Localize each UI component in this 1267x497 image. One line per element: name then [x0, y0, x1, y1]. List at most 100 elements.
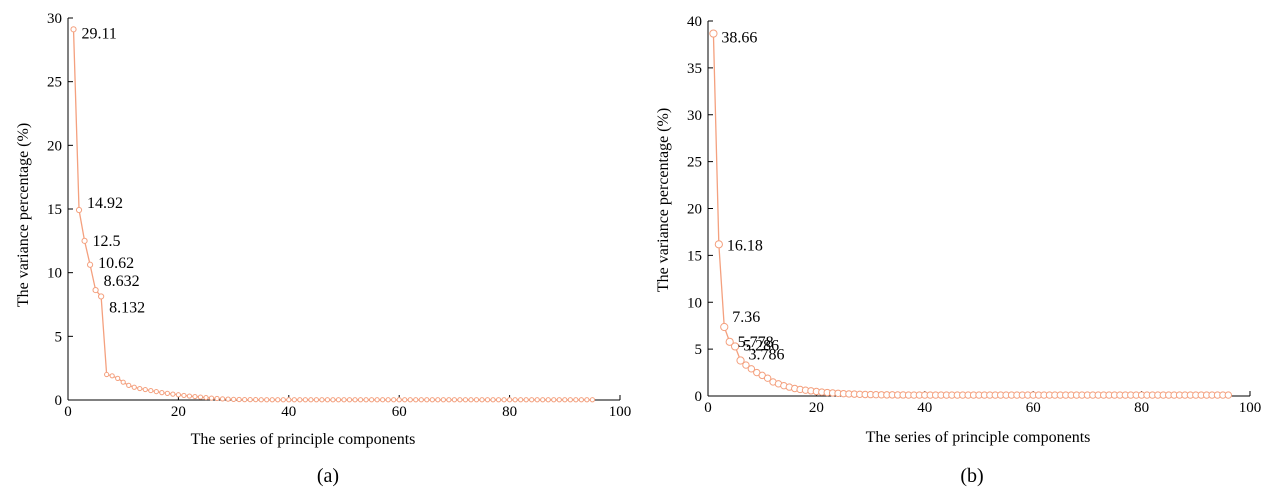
data-point-a	[380, 397, 386, 403]
data-point-b	[725, 337, 734, 346]
data-point-a	[275, 397, 281, 403]
data-point-a	[214, 395, 220, 402]
y-tick-label-b: 0	[695, 389, 703, 405]
y-tick-label-b: 20	[687, 202, 702, 218]
y-tick-label-a: 20	[47, 138, 62, 154]
data-point-b	[763, 374, 772, 382]
data-point-b	[742, 361, 750, 369]
data-point-a	[457, 397, 463, 403]
data-point-a	[534, 397, 540, 403]
data-point-a	[363, 397, 369, 403]
data-label-a: 8.132	[109, 299, 145, 316]
y-tick-label-b: 5	[695, 342, 703, 358]
data-label-b: 5.286	[743, 337, 779, 354]
x-tick-label-a: 80	[502, 404, 517, 420]
data-point-a	[92, 286, 99, 294]
x-tick-label-a: 20	[171, 404, 186, 420]
data-point-a	[529, 397, 535, 403]
data-point-a	[451, 397, 457, 403]
data-point-a	[159, 390, 165, 396]
x-tick-label-b: 40	[917, 400, 932, 416]
series-line-b	[712, 33, 1229, 396]
data-point-a	[418, 397, 424, 403]
data-point-a	[236, 396, 242, 403]
data-point-a	[407, 397, 413, 403]
chart-panel-b: 0 20 40 60 80 100 0 5 10 15 20 25 30 35 40 38.66 16.18 7…	[655, 14, 1261, 487]
x-tick-label-b: 0	[704, 400, 712, 416]
data-point-a	[142, 386, 148, 393]
data-point-a	[137, 385, 143, 392]
data-label-b: 3.786	[749, 347, 785, 364]
x-tick-label-b: 20	[809, 400, 824, 416]
data-point-a	[264, 397, 270, 403]
data-point-a	[424, 397, 430, 403]
series-line-a	[72, 29, 593, 401]
data-point-a	[86, 261, 94, 268]
data-point-a	[352, 397, 358, 403]
data-label-a: 14.92	[87, 195, 123, 212]
data-point-a	[567, 397, 573, 403]
data-point-a	[479, 397, 485, 403]
chart-panel-a: 0 20 40 60 80 100 0 5 10 15 20 25 30 29.11 14.92 12.5 1…	[15, 11, 631, 487]
data-point-a	[346, 397, 353, 403]
data-label-a: 29.11	[82, 25, 117, 42]
x-tick-label-a: 100	[609, 404, 632, 420]
data-point-a	[313, 397, 319, 403]
data-point-a	[308, 397, 314, 403]
data-point-a	[153, 388, 159, 395]
data-point-a	[120, 379, 126, 385]
data-point-a	[545, 397, 551, 403]
data-point-a	[578, 397, 584, 403]
data-point-a	[208, 395, 215, 401]
data-point-a	[429, 397, 435, 403]
data-point-a	[369, 397, 375, 403]
data-point-a	[518, 397, 524, 403]
data-point-a	[192, 393, 198, 400]
data-point-a	[186, 393, 193, 399]
data-point-a	[330, 397, 336, 403]
data-point-a	[286, 397, 292, 403]
y-tick-label-b: 30	[687, 108, 702, 124]
data-point-a	[258, 397, 264, 403]
y-tick-label-a: 0	[55, 393, 63, 409]
data-point-a	[297, 397, 303, 403]
data-point-a	[495, 397, 502, 403]
data-point-a	[280, 397, 286, 403]
data-point-a	[126, 382, 132, 388]
x-axis-label-b: The series of principle components	[866, 429, 1091, 446]
data-label-b: 16.18	[727, 237, 763, 254]
caption-a: (a)	[317, 465, 339, 487]
data-point-a	[170, 391, 176, 397]
data-point-a	[440, 397, 446, 403]
data-point-a	[462, 397, 469, 403]
data-point-b	[736, 356, 745, 365]
x-axis-label-a: The series of principle components	[191, 431, 416, 448]
x-tick-label-a: 60	[392, 404, 407, 420]
y-tick-label-b: 25	[687, 155, 702, 171]
data-point-a	[402, 397, 408, 403]
data-point-a	[589, 397, 596, 403]
data-point-b	[714, 240, 723, 249]
data-point-a	[253, 397, 259, 403]
y-tick-label-a: 15	[47, 202, 62, 218]
data-point-a	[562, 397, 568, 403]
x-tick-label-b: 60	[1026, 400, 1041, 416]
data-point-a	[341, 397, 347, 403]
data-point-a	[551, 397, 557, 403]
data-point-a	[324, 397, 331, 403]
data-point-b	[720, 322, 729, 332]
data-point-b	[747, 365, 756, 373]
data-point-a	[540, 397, 546, 403]
data-point-a	[148, 387, 154, 394]
data-point-a	[109, 373, 115, 379]
x-tick-label-b: 80	[1134, 400, 1149, 416]
data-point-b	[731, 342, 740, 351]
data-point-a	[512, 397, 518, 403]
data-point-a	[219, 396, 226, 402]
data-point-a	[468, 397, 474, 403]
y-tick-label-b: 15	[687, 248, 702, 264]
data-point-a	[131, 384, 137, 390]
data-point-a	[242, 397, 248, 403]
data-point-a	[247, 397, 253, 403]
data-point-a	[98, 293, 105, 300]
